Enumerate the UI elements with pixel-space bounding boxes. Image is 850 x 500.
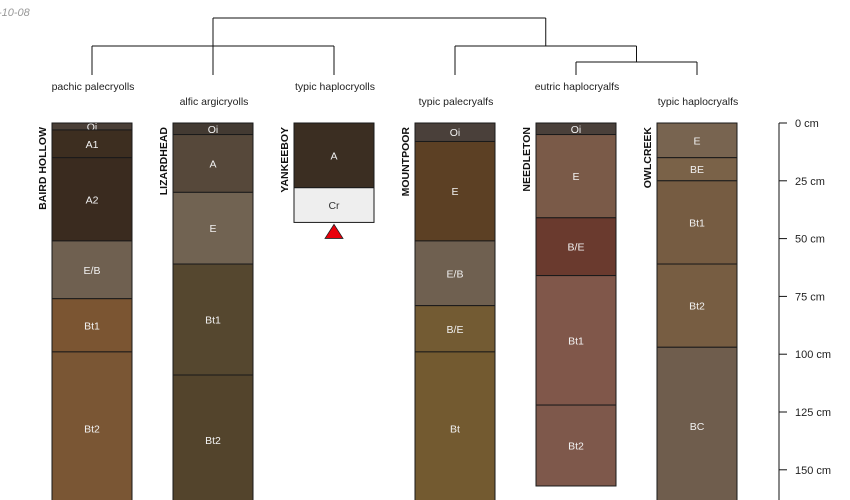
horizon-label: Bt1 <box>205 315 221 327</box>
horizon-label: BC <box>690 421 705 433</box>
horizon-e <box>535 134 617 219</box>
horizon-label: E <box>572 171 579 183</box>
profile-name: MOUNTPOOR <box>400 127 412 197</box>
horizon-label: B/E <box>447 324 464 336</box>
horizon-bt2 <box>656 263 738 348</box>
horizon-bt2 <box>51 351 133 500</box>
profile-name: YANKEEBOY <box>279 127 291 193</box>
horizon-label: Bt1 <box>568 335 584 347</box>
horizon-a1 <box>51 129 133 159</box>
horizon-e <box>172 191 254 265</box>
horizon-label: Bt2 <box>568 441 584 453</box>
horizon-a2 <box>51 157 133 242</box>
horizon-e-b <box>51 240 133 300</box>
horizon-bt1 <box>535 275 617 406</box>
depth-axis: 0 cm 25 cm 50 cm 75 cm 100 cm 125 cm 150 cm <box>778 118 831 500</box>
horizon-bt <box>414 351 496 500</box>
horizon-b-e <box>414 305 496 353</box>
profile-baird-hollow: Oi A1 A2 E/B Bt1 Bt2 BAIRD HOLLOW <box>37 121 133 500</box>
horizon-label: Oi <box>450 127 461 139</box>
horizon-label: Bt1 <box>84 320 100 332</box>
horizon-label: E/B <box>447 268 464 280</box>
horizon-label: Bt1 <box>689 217 705 229</box>
depth-tick-label: 100 cm <box>795 349 831 361</box>
horizon-label: A1 <box>86 139 99 151</box>
horizon-label: Cr <box>328 200 340 212</box>
depth-tick-label: 25 cm <box>795 176 825 188</box>
subgroup-label: pachic palecryolls <box>52 81 135 93</box>
horizon-label: Bt2 <box>205 435 221 447</box>
horizon-label: A <box>209 158 216 170</box>
horizon-label: Oi <box>87 121 98 133</box>
horizon-label: E <box>209 223 216 235</box>
horizon-bt2 <box>172 374 254 500</box>
horizon-bt2 <box>535 404 617 487</box>
horizon-a <box>293 122 375 189</box>
profile-name: BAIRD HOLLOW <box>37 127 49 210</box>
depth-tick-label: 0 cm <box>795 118 819 130</box>
profile-lizardhead: Oi A E Bt1 Bt2 LIZARDHEAD <box>158 122 254 500</box>
profile-needleton: Oi E B/E Bt1 Bt2 NEEDLETON <box>521 122 617 487</box>
horizon-label: B/E <box>568 242 585 254</box>
profile-mountpoor: Oi E E/B B/E Bt MOUNTPOOR <box>400 122 496 500</box>
horizon-b-e <box>535 217 617 277</box>
horizon-bt1 <box>656 180 738 265</box>
subgroup-label: typic palecryalfs <box>419 96 494 108</box>
horizon-cr <box>293 187 375 223</box>
horizon-label: E <box>451 186 458 198</box>
bedrock-marker <box>324 223 344 239</box>
profile-yankeeboy: A Cr YANKEEBOY <box>279 122 375 239</box>
horizon-label: Bt <box>450 423 460 435</box>
horizon-label: E/B <box>84 265 101 277</box>
horizon-bc <box>656 346 738 500</box>
subgroup-label: typic haplocryalfs <box>658 96 739 108</box>
soil-profiles: Oi A1 A2 E/B Bt1 Bt2 BAIRD HOLLOW Oi A E Bt1 Bt2 LIZ… <box>37 121 738 500</box>
subgroup-label: alfic argicryolls <box>180 96 249 108</box>
subgroup-labels: pachic palecryolls alfic argicryolls typic… <box>52 81 739 108</box>
horizon-label: Bt2 <box>84 423 100 435</box>
horizon-label: E <box>693 135 700 147</box>
subgroup-label: eutric haplocryalfs <box>535 81 620 93</box>
horizon-label: BE <box>690 164 704 176</box>
profile-name: NEEDLETON <box>521 127 533 192</box>
dendrogram <box>91 17 698 75</box>
subgroup-label: typic haplocryolls <box>295 81 375 93</box>
corner-text: -10-08 <box>0 7 30 19</box>
horizon-label: A2 <box>86 194 99 206</box>
profile-name: OWLCREEK <box>642 127 654 189</box>
horizon-label: Bt2 <box>689 301 705 313</box>
profile-name: LIZARDHEAD <box>158 127 170 196</box>
horizon-label: Oi <box>571 124 582 136</box>
profile-owlcreek: E BE Bt1 Bt2 BC OWLCREEK <box>642 122 738 500</box>
horizon-bt1 <box>51 298 133 353</box>
horizon-e <box>414 140 496 242</box>
depth-tick-label: 50 cm <box>795 234 825 246</box>
depth-tick-label: 75 cm <box>795 291 825 303</box>
horizon-label: A <box>330 150 337 162</box>
horizon-bt1 <box>172 263 254 376</box>
depth-tick-label: 125 cm <box>795 407 831 419</box>
depth-tick-label: 150 cm <box>795 465 831 477</box>
horizon-a <box>172 134 254 193</box>
horizon-label: Oi <box>208 124 219 136</box>
